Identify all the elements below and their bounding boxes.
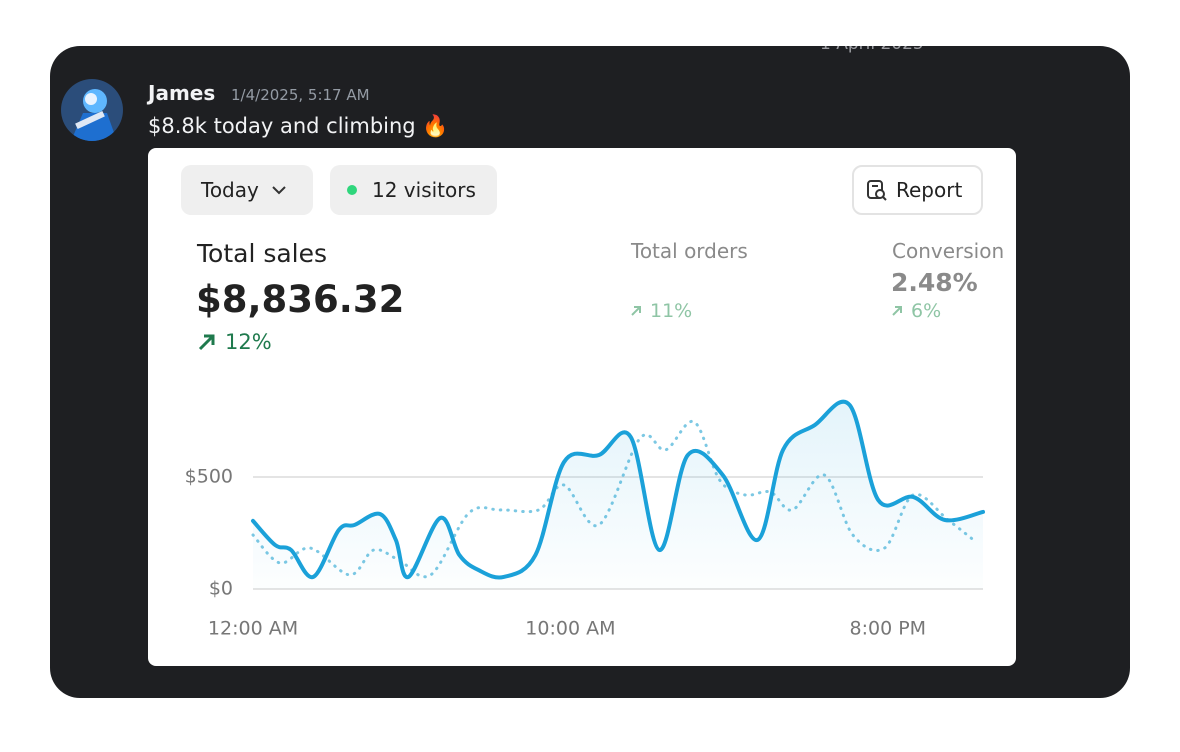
up-arrow bbox=[198, 334, 215, 351]
period-button[interactable]: Today bbox=[181, 165, 313, 215]
chart: $0 $500 12:00 AM 10:00 AM 8:00 PM bbox=[185, 399, 985, 640]
x-tick-label: 12:00 AM bbox=[208, 618, 298, 640]
emoji: 🔥 bbox=[422, 114, 449, 138]
orders-change-value: 11% bbox=[650, 300, 693, 322]
chevron bbox=[272, 186, 286, 195]
sales-label: Total sales bbox=[197, 239, 328, 268]
report-icon bbox=[867, 180, 887, 201]
visitors-pill: 12 visitors bbox=[330, 165, 497, 215]
x-tick-label: 10:00 AM bbox=[525, 618, 615, 640]
x-tick-label: 8:00 PM bbox=[850, 618, 927, 640]
sales-change: 12% bbox=[197, 330, 272, 354]
up-arrow bbox=[892, 306, 902, 316]
author[interactable]: James bbox=[148, 81, 216, 105]
avatar[interactable] bbox=[61, 79, 123, 141]
chat-panel: 1 April 2025 James 1/4/2025, 5:17 AM $8.… bbox=[50, 46, 1130, 698]
timestamp: 1/4/2025, 5:17 AM bbox=[231, 86, 370, 104]
y-tick-label: $0 bbox=[209, 578, 233, 600]
series-line bbox=[251, 399, 985, 580]
visitors-label: 12 visitors bbox=[372, 178, 476, 202]
period-label: Today bbox=[201, 178, 259, 202]
sales-value: $8,836.32 bbox=[196, 278, 405, 321]
date-divider: 1 April 2025 bbox=[820, 46, 924, 54]
live-dot bbox=[347, 185, 357, 195]
up-arrow bbox=[631, 306, 641, 316]
message-text: $8.8k today and climbing 🔥 bbox=[148, 114, 448, 139]
report-label: Report bbox=[896, 178, 963, 202]
message-body: $8.8k today and climbing bbox=[148, 114, 416, 138]
conversion-label: Conversion bbox=[892, 239, 1005, 263]
sales-change-value: 12% bbox=[225, 330, 272, 354]
area bbox=[253, 401, 983, 589]
embed-card: Today 12 visitors Report Total sales $8,… bbox=[148, 148, 1016, 666]
report-button[interactable]: Report bbox=[852, 165, 983, 215]
conversion-change: 6% bbox=[891, 300, 941, 322]
y-tick-label: $500 bbox=[185, 466, 233, 488]
orders-change: 11% bbox=[630, 300, 692, 322]
conversion-change-value: 6% bbox=[911, 300, 942, 322]
conversion-value: 2.48% bbox=[891, 268, 978, 297]
orders-label: Total orders bbox=[631, 239, 748, 263]
